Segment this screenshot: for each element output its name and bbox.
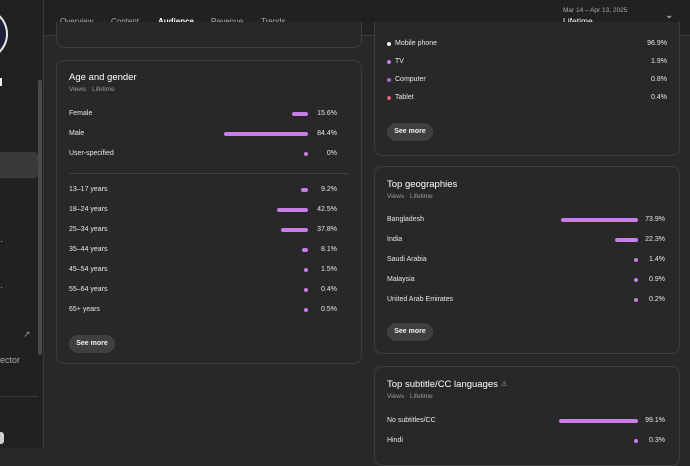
row-label: Bangladesh [387, 216, 424, 223]
date-range-text[interactable]: Mar 14 – Apr 13, 2025 [563, 7, 628, 14]
row-value: 1.5% [321, 266, 337, 273]
percentage-bar [277, 208, 308, 212]
percentage-bar [304, 268, 308, 272]
row-label: Malaysia [387, 276, 415, 283]
device-value: 0.8% [651, 76, 667, 83]
percentage-bar [304, 152, 308, 156]
percentage-bar [304, 308, 308, 312]
legend-dot-icon [387, 60, 391, 64]
tab-content[interactable]: Content [111, 17, 139, 26]
row-label: Female [69, 110, 93, 117]
see-more-button[interactable]: See more [69, 335, 115, 353]
row-label: 55–64 years [69, 286, 108, 293]
row-label: 25–34 years [69, 226, 108, 233]
row-value: 73.9% [645, 216, 665, 223]
percentage-bar [292, 112, 308, 116]
percentage-bar [634, 258, 638, 262]
legend-dot-icon [387, 42, 391, 46]
device-label: TV [395, 58, 404, 65]
legend-dot-icon [387, 78, 391, 82]
row-value: 1.4% [649, 256, 665, 263]
percentage-bar [223, 132, 308, 136]
tab-revenue[interactable]: Revenue [211, 17, 243, 26]
previous-card [56, 22, 362, 48]
percentage-bar [634, 278, 638, 282]
percentage-bar [614, 238, 638, 242]
sidebar-item-fragment[interactable] [0, 432, 4, 444]
device-label: Mobile phone [395, 40, 438, 47]
percentage-bar [280, 228, 308, 232]
device-value: 1.9% [651, 58, 667, 65]
percentage-bar [302, 248, 308, 252]
sidebar-item[interactable]: · [0, 282, 4, 293]
row-label: No subtitles/CC [387, 417, 436, 424]
section-divider [69, 173, 349, 174]
row-value: 8.1% [321, 246, 337, 253]
row-label: Saudi Arabia [387, 256, 427, 263]
sidebar-text-fragment [0, 78, 2, 86]
row-value: 0% [326, 150, 337, 157]
channel-avatar[interactable] [0, 8, 8, 60]
row-value: 0.2% [649, 296, 665, 303]
chevron-down-icon[interactable]: ⌄ [665, 10, 674, 21]
sidebar-item-analytics[interactable] [0, 152, 38, 178]
card-title: Top subtitle/CC languages [387, 379, 498, 390]
row-label: India [387, 236, 403, 243]
device-value: 0.4% [651, 94, 667, 101]
card-title: Age and gender [69, 72, 137, 83]
row-value: 0.5% [321, 306, 337, 313]
card-subtitle: Views · Lifetime [387, 193, 433, 200]
row-value: 15.6% [317, 110, 337, 117]
row-value: 84.4% [317, 130, 337, 137]
row-value: 0.3% [649, 437, 665, 444]
legend-dot-icon [387, 96, 391, 100]
row-value: 9.2% [321, 186, 337, 193]
see-more-button[interactable]: See more [387, 123, 433, 141]
row-label: Hindi [387, 437, 403, 444]
age-gender-card: Age and gender Views · Lifetime Female 15… [56, 60, 362, 364]
date-range-label[interactable]: Lifetime [563, 16, 593, 26]
row-label: Male [69, 130, 85, 137]
devices-card: Mobile phone 96.9% TV 1.9% Computer 0.8% Table… [374, 22, 680, 156]
see-more-button[interactable]: See more [387, 323, 433, 341]
row-value: 0.4% [321, 286, 337, 293]
external-link-icon[interactable]: ↗ [23, 329, 31, 339]
row-label: United Arab Emirates [387, 296, 454, 303]
row-label: User-specified [69, 150, 114, 157]
row-label: 65+ years [69, 306, 100, 313]
tab-trends[interactable]: Trends [261, 17, 286, 26]
row-value: 0.9% [649, 276, 665, 283]
row-label: 35–44 years [69, 246, 108, 253]
row-label: 18–24 years [69, 206, 108, 213]
percentage-bar [634, 298, 638, 302]
row-label: 13–17 years [69, 186, 108, 193]
row-value: 99.1% [645, 417, 665, 424]
device-label: Computer [395, 76, 426, 83]
sidebar-item-label[interactable]: ector [0, 355, 21, 365]
sidebar: · · ↗ ector [0, 0, 44, 448]
percentage-bar [561, 218, 638, 222]
tab-overview[interactable]: Overview [60, 17, 93, 26]
info-icon[interactable]: ⚠ [501, 381, 508, 388]
row-value: 42.5% [317, 206, 337, 213]
card-subtitle: Views · Lifetime [387, 393, 433, 400]
top-subtitle-languages-card: Top subtitle/CC languages ⚠ Views · Life… [374, 366, 680, 466]
percentage-bar [304, 288, 308, 292]
percentage-bar [634, 439, 638, 443]
device-value: 96.9% [647, 40, 667, 47]
card-subtitle: Views · Lifetime [69, 86, 115, 93]
percentage-bar [301, 188, 308, 192]
sidebar-divider [0, 396, 38, 397]
row-label: 45–54 years [69, 266, 108, 273]
percentage-bar [558, 419, 638, 423]
row-value: 37.8% [317, 226, 337, 233]
card-title: Top geographies [387, 179, 458, 190]
sidebar-scrollbar[interactable] [38, 80, 42, 355]
tab-audience[interactable]: Audience [158, 17, 194, 26]
device-label: Tablet [395, 94, 414, 101]
row-value: 22.3% [645, 236, 665, 243]
sidebar-item[interactable]: · [0, 236, 4, 247]
top-geographies-card: Top geographies Views · Lifetime Banglad… [374, 166, 680, 354]
